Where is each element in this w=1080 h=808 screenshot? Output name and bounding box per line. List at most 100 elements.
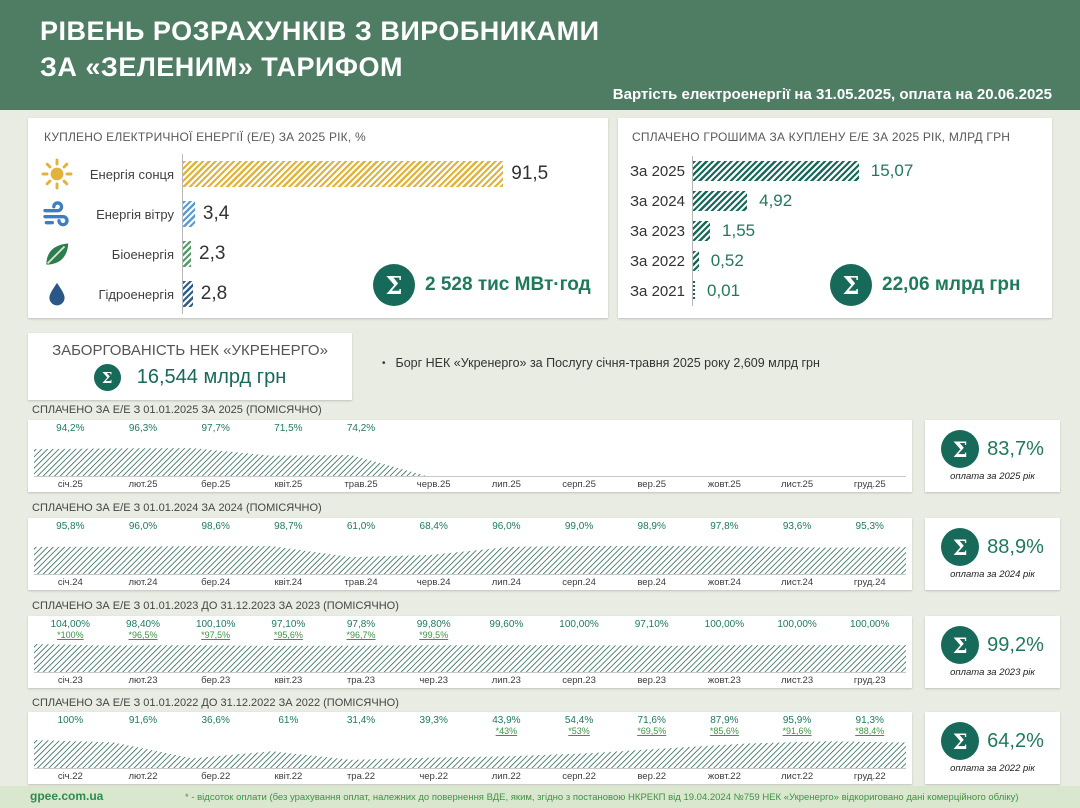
point-value: 87,9% [710, 715, 739, 726]
point-label: 96,0% [107, 521, 180, 543]
chart-2022-title: СПЛАЧЕНО ЗА Е/Е З 01.01.2022 ДО 31.12.20… [32, 697, 399, 709]
point-label [615, 423, 688, 445]
paid-value: 1,55 [722, 221, 756, 240]
month-axis: січ.23 лют.23 бер.23 квіт.23 тра.23 чер.23 лип… [34, 672, 906, 687]
point-value: 95,8% [56, 521, 85, 532]
month-label: січ.23 [57, 675, 83, 686]
total-percent: 64,2% [987, 729, 1044, 752]
point-labels-row: 104,00% *100% 98,40% *96,5% 100,10% *97,5% 97,… [34, 619, 906, 641]
month-label: лют.25 [128, 479, 158, 490]
month-label: вер.25 [637, 479, 667, 490]
paid-row: За 2025 15,07 [630, 156, 1042, 186]
month-label: лют.23 [128, 675, 158, 686]
sigma-icon: Σ [830, 264, 872, 306]
chart-2023-total-panel: Σ 99,2% оплата за 2023 рік [925, 616, 1060, 688]
point-value: 61,0% [346, 521, 376, 532]
total-caption: оплата за 2022 рік [950, 763, 1035, 774]
month-label: черв.24 [416, 577, 451, 588]
energy-row: Біоенергія 2,3 [38, 234, 596, 274]
debt-title: ЗАБОРГОВАНІСТЬ НЕК «УКРЕНЕРГО» [52, 342, 328, 359]
paid-bar [693, 251, 699, 271]
total-percent: 88,9% [987, 535, 1044, 558]
energy-value: 2,3 [199, 243, 226, 264]
month-label: тра.23 [346, 675, 376, 686]
bullet-icon: • [382, 358, 386, 369]
point-label: 97,8% [688, 521, 761, 543]
point-value: 100,00% [704, 619, 745, 630]
point-label: 61,0% [325, 521, 398, 543]
energy-value: 91,5 [511, 163, 549, 184]
energy-label: Гідроенергія [98, 286, 174, 302]
month-label: лют.24 [128, 577, 158, 588]
point-label: 94,2% [34, 423, 107, 445]
header-subtitle: Вартість електроенергії на 31.05.2025, о… [612, 86, 1052, 103]
point-label: 39,3% [397, 715, 470, 737]
energy-bar [183, 241, 192, 267]
page-title-line2: ЗА «ЗЕЛЕНИМ» ТАРИФОМ [40, 51, 403, 82]
wind-icon [38, 198, 76, 230]
point-label: 98,7% [252, 521, 325, 543]
month-label: лип.25 [491, 479, 521, 490]
paid-value: 15,07 [870, 161, 914, 180]
month-label: бер.23 [201, 675, 231, 686]
paid-value: 4,92 [759, 191, 793, 210]
point-label: 104,00% *100% [34, 619, 107, 641]
point-label: 91,3% *88,4% [833, 715, 906, 737]
month-label: серп.25 [562, 479, 596, 490]
page-title: РІВЕНЬ РОЗРАХУНКІВ З ВИРОБНИКАМИ ЗА «ЗЕЛ… [40, 14, 600, 86]
adjusted-point-value: *53% [568, 726, 590, 736]
point-label: 95,3% [833, 521, 906, 543]
point-label: 93,6% [761, 521, 834, 543]
point-value: 97,7% [201, 423, 230, 434]
point-value: 98,40% [126, 619, 160, 630]
adjusted-point-value: *85,6% [709, 726, 739, 736]
point-label: 87,9% *85,6% [688, 715, 761, 737]
paid-panel-title: СПЛАЧЕНО ГРОШИМА ЗА КУПЛЕНУ Е/Е ЗА 2025 … [632, 130, 1011, 144]
paid-bar [693, 161, 859, 181]
paid-row: За 2024 4,92 [630, 186, 1042, 216]
chart-2023-panel: 104,00% *100% 98,40% *96,5% 100,10% *97,5% 97,… [28, 616, 912, 688]
paid-value: 0,01 [707, 281, 741, 300]
point-value: 100,00% [777, 619, 817, 630]
month-label: жовт.25 [707, 479, 741, 490]
energy-row: Енергія вітру 3,4 [38, 194, 596, 234]
month-label: січ.24 [57, 577, 83, 588]
year-label: За 2022 [630, 252, 685, 270]
month-label: груд.25 [853, 479, 886, 490]
paid-total-value: 22,06 млрд грн [882, 274, 1021, 295]
month-label: серп.22 [562, 771, 596, 782]
site-link[interactable]: gpee.com.ua [30, 789, 104, 803]
point-label [543, 423, 616, 445]
point-label: 71,6% *69,5% [615, 715, 688, 737]
energy-bar [183, 201, 195, 227]
month-axis: січ.24 лют.24 бер.24 квіт.24 трав.24 черв.24 л… [34, 574, 906, 589]
point-value: 71,5% [274, 423, 303, 434]
point-label: 98,40% *96,5% [107, 619, 180, 641]
bar-zone: 0,01 [692, 276, 1042, 306]
paid-row: За 2022 0,52 [630, 246, 1042, 276]
point-label: 99,0% [543, 521, 616, 543]
debt-note-text: Борг НЕК «Укренерго» за Послугу січня-тр… [395, 356, 820, 370]
month-label: лист.24 [781, 577, 814, 588]
month-label: трав.24 [344, 577, 378, 588]
month-label: груд.23 [853, 675, 886, 686]
point-value: 96,3% [128, 423, 158, 434]
point-label: 99,60% [470, 619, 543, 641]
month-label: бер.25 [201, 479, 231, 490]
adjusted-point-value: *69,5% [637, 726, 667, 736]
point-label: 97,7% [179, 423, 252, 445]
area-chart [34, 445, 906, 477]
point-label: 71,5% [252, 423, 325, 445]
month-label: вер.23 [637, 675, 667, 686]
point-value: 104,00% [50, 619, 91, 630]
bar-zone: 2,3 [182, 234, 596, 274]
debt-note: • Борг НЕК «Укренерго» за Послугу січня-… [382, 356, 820, 372]
year-label: За 2025 [630, 162, 685, 180]
paid-total: Σ 22,06 млрд грн [830, 264, 1020, 306]
total-row: Σ 83,7% [941, 430, 1044, 468]
sigma-icon: Σ [941, 430, 980, 468]
sigma-icon: Σ [941, 626, 980, 664]
energy-bar [183, 161, 504, 187]
sigma-icon: Σ [941, 528, 980, 566]
